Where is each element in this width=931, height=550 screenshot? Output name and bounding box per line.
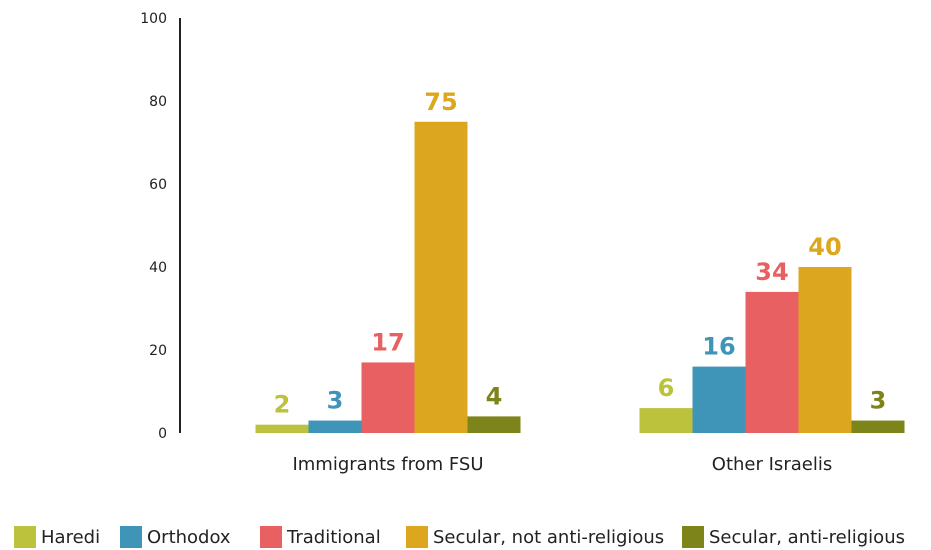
y-tick-label: 100 <box>140 11 167 27</box>
bar <box>414 121 468 433</box>
data-label: 34 <box>755 258 788 286</box>
data-label: 3 <box>327 387 344 415</box>
category-label: Immigrants from FSU <box>292 454 483 475</box>
data-label: 17 <box>371 328 404 356</box>
legend-swatch <box>260 526 282 548</box>
y-tick-label: 80 <box>149 94 167 110</box>
category-label: Other Israelis <box>712 454 832 475</box>
bars <box>255 121 905 433</box>
legend-swatch <box>406 526 428 548</box>
bar <box>308 420 362 433</box>
bar <box>745 291 799 433</box>
data-label: 2 <box>274 391 291 419</box>
bar <box>255 424 309 433</box>
legend-label: Haredi <box>41 527 100 548</box>
bar <box>639 408 693 433</box>
legend-swatch <box>682 526 704 548</box>
data-label: 3 <box>870 387 887 415</box>
legend: Haredi Orthodox Traditional Secular, not an… <box>14 526 905 548</box>
legend-label: Secular, anti-religious <box>709 527 905 548</box>
data-label: 6 <box>658 374 675 402</box>
legend-label: Orthodox <box>147 527 231 548</box>
bar <box>798 267 852 433</box>
data-label: 4 <box>486 382 503 410</box>
bar <box>467 416 521 433</box>
data-label: 75 <box>424 88 457 116</box>
y-tick-label: 60 <box>149 177 167 193</box>
bar <box>692 366 746 433</box>
data-label: 40 <box>808 233 841 261</box>
bar <box>851 420 905 433</box>
bar <box>361 362 415 433</box>
legend-swatch <box>120 526 142 548</box>
y-tick-label: 20 <box>149 343 167 359</box>
data-labels: 2 3 17 75 4 6 16 34 40 3 <box>274 88 887 419</box>
legend-label: Secular, not anti-religious <box>433 527 664 548</box>
data-label: 16 <box>702 333 735 361</box>
x-axis: Immigrants from FSU Other Israelis <box>292 454 832 475</box>
legend-label: Traditional <box>286 527 381 548</box>
y-tick-label: 40 <box>149 260 167 276</box>
y-tick-label: 0 <box>158 426 167 442</box>
y-axis: 0 20 40 60 80 100 <box>140 11 181 442</box>
legend-swatch <box>14 526 36 548</box>
